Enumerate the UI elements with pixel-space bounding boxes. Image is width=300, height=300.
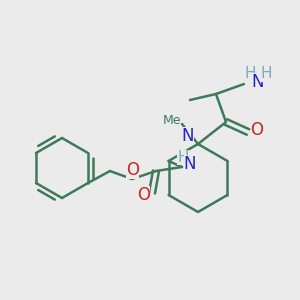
Text: N: N (252, 73, 264, 91)
Text: N: N (184, 155, 196, 173)
Text: H: H (260, 67, 272, 82)
Text: N: N (182, 127, 194, 145)
Text: O: O (250, 121, 263, 139)
Text: O: O (137, 186, 151, 204)
Text: H: H (177, 149, 189, 164)
Text: O: O (127, 161, 140, 179)
Text: Me: Me (163, 113, 181, 127)
Text: H: H (244, 67, 256, 82)
